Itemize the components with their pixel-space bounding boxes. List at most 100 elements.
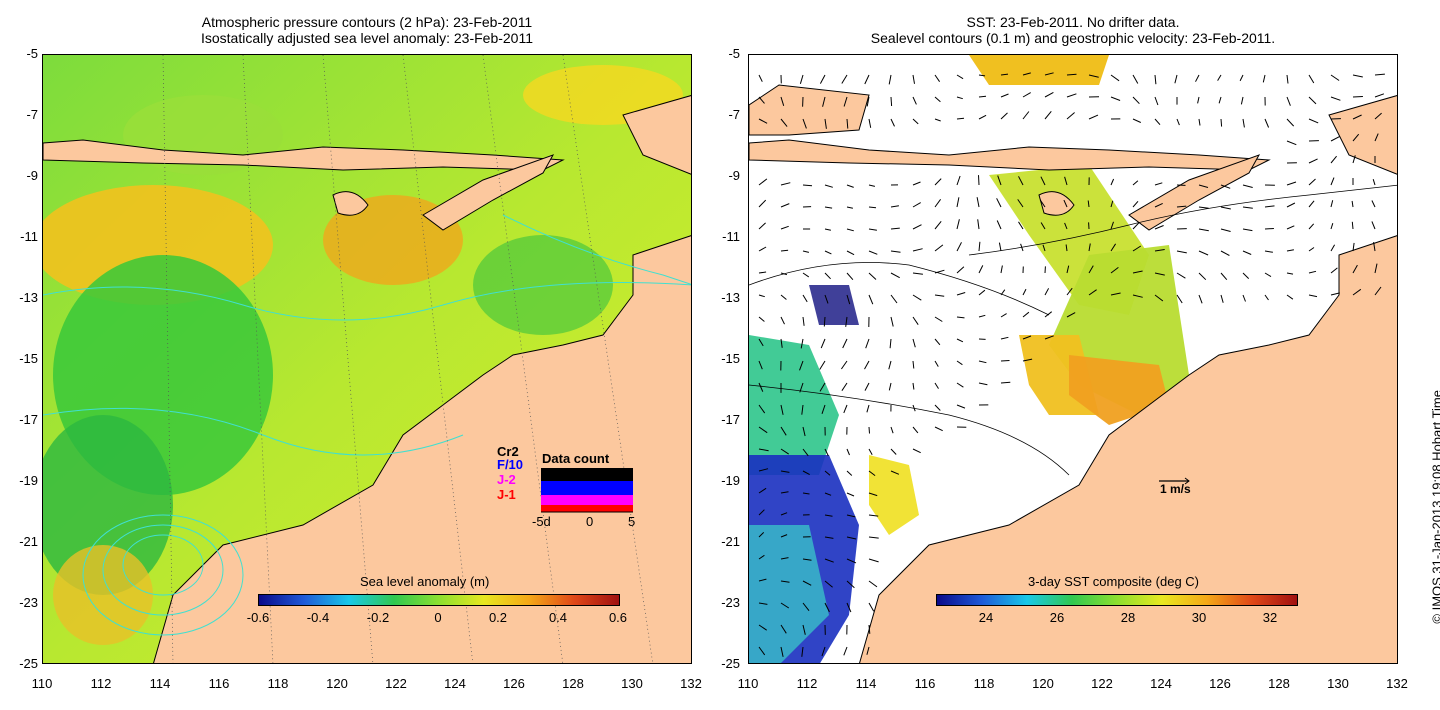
velocity-arrow (1044, 91, 1054, 98)
velocity-arrow (1064, 176, 1068, 186)
velocity-arrow (1065, 244, 1068, 252)
legend-cr2: Cr2 (497, 444, 519, 459)
velocity-arrow (912, 448, 921, 454)
velocity-arrow (819, 360, 826, 370)
right-y-tick-6: -17 (721, 412, 740, 427)
velocity-arrow (1373, 242, 1376, 252)
velocity-arrow (1308, 270, 1317, 274)
velocity-arrow (802, 470, 810, 476)
velocity-arrow (912, 360, 915, 369)
velocity-arrow (956, 292, 966, 296)
velocity-arrow (846, 602, 852, 613)
velocity-arrow (1022, 358, 1033, 362)
velocity-arrow (1286, 181, 1297, 186)
velocity-arrow (758, 624, 767, 631)
velocity-arrow (758, 532, 765, 538)
velocity-arrow (1286, 202, 1296, 208)
velocity-arrow (1198, 118, 1201, 126)
velocity-arrow (843, 646, 848, 656)
velocity-arrow (799, 382, 804, 393)
velocity-arrow (824, 294, 829, 304)
velocity-arrow (1154, 96, 1159, 106)
velocity-arrow (1195, 74, 1200, 82)
velocity-arrow (758, 554, 765, 560)
right-x-tick-2: 114 (855, 676, 877, 691)
velocity-arrow (845, 316, 848, 327)
velocity-arrow (1066, 93, 1077, 98)
left-y-tick-2: -9 (26, 168, 38, 183)
velocity-arrow (912, 338, 916, 348)
left-x-tick-11: 132 (680, 676, 702, 691)
velocity-arrow (912, 118, 919, 125)
right-x-tick-1: 112 (796, 676, 818, 691)
right-cb-tick-0: 24 (978, 610, 994, 625)
left-x-tick-7: 124 (444, 676, 466, 691)
left-y-tick-4: -13 (19, 290, 38, 305)
left-y-tick-10: -25 (19, 656, 38, 671)
velocity-arrow (866, 404, 870, 413)
velocity-arrow (841, 74, 848, 84)
velocity-arrow (1000, 360, 1010, 362)
velocity-arrow (1066, 73, 1077, 76)
velocity-arrow (824, 118, 827, 129)
velocity-arrow (1110, 96, 1121, 101)
velocity-arrow (1132, 270, 1143, 274)
velocity-arrow (780, 225, 789, 230)
left-x-tick-1: 112 (90, 676, 112, 691)
velocity-arrow (868, 250, 878, 255)
velocity-arrow (890, 316, 894, 327)
velocity-arrow (1154, 294, 1164, 302)
velocity-arrow (802, 580, 812, 586)
velocity-arrow (1000, 381, 1011, 384)
velocity-arrow (890, 118, 895, 127)
velocity-arrow (846, 492, 855, 497)
velocity-arrow (802, 316, 805, 326)
velocity-arrow (1242, 118, 1245, 128)
left-x-tick-9: 128 (562, 676, 584, 691)
velocity-arrow (868, 470, 876, 476)
velocity-arrow (802, 294, 808, 303)
velocity-arrow (758, 578, 767, 582)
velocity-arrow (1000, 93, 1009, 98)
velocity-arrow (780, 249, 789, 252)
velocity-arrow (1218, 96, 1222, 104)
velocity-arrow (956, 117, 965, 120)
left-cb-tick-0: -0.6 (246, 610, 270, 625)
velocity-arrow (934, 269, 945, 274)
velocity-arrow (824, 514, 833, 517)
velocity-arrow (780, 404, 784, 415)
velocity-arrow (801, 646, 804, 657)
right-y-tick-8: -21 (721, 534, 740, 549)
right-cb-tick-4: 32 (1262, 610, 1278, 625)
velocity-arrow (1264, 272, 1272, 278)
velocity-arrow (824, 228, 831, 231)
velocity-arrow (1110, 243, 1117, 252)
velocity-arrow (1308, 178, 1316, 186)
velocity-arrow (1286, 272, 1294, 275)
velocity-arrow (1308, 200, 1315, 208)
velocity-arrow (846, 272, 854, 281)
velocity-arrow (1330, 292, 1340, 296)
velocity-arrow (1242, 294, 1246, 302)
velocity-arrow (1286, 294, 1294, 300)
legend-j1: J-1 (497, 487, 516, 502)
velocity-arrow (824, 206, 833, 209)
velocity-arrow (780, 338, 783, 348)
velocity-arrow (1198, 294, 1203, 304)
velocity-arrow (1308, 74, 1315, 84)
sea-level-anomaly-map (42, 54, 692, 664)
velocity-arrow (842, 338, 848, 349)
velocity-arrow (868, 184, 876, 187)
left-cb-tick-4: 0.2 (488, 610, 508, 625)
data-count-tick-minus5: -5d (532, 514, 551, 529)
left-y-tick-8: -21 (19, 534, 38, 549)
velocity-arrow (912, 224, 922, 230)
velocity-arrow (1040, 222, 1046, 230)
velocity-arrow (800, 338, 804, 349)
velocity-arrow (1176, 118, 1180, 126)
velocity-arrow (824, 470, 831, 476)
velocity-arrow (1374, 73, 1385, 76)
velocity-arrow (978, 289, 986, 296)
velocity-arrow (1330, 177, 1335, 186)
velocity-arrow (866, 96, 870, 107)
